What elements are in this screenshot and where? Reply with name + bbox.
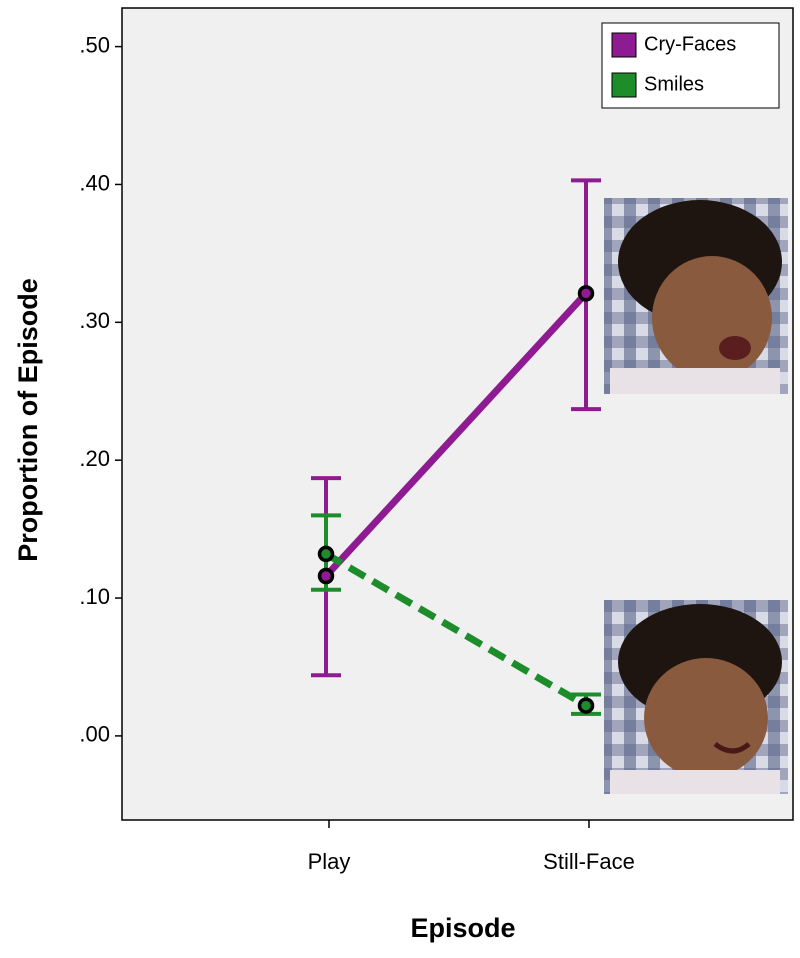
y-tick-label: .40 (79, 170, 110, 195)
photo-smile (604, 600, 788, 794)
point (317, 567, 335, 585)
y-tick-label: .10 (79, 584, 110, 609)
legend-swatch (611, 32, 637, 58)
y-tick-label: .30 (79, 308, 110, 333)
legend-swatch (611, 72, 637, 98)
y-tick-label: .00 (79, 722, 110, 747)
x-axis-label: Episode (410, 913, 515, 943)
y-tick-label: .50 (79, 32, 110, 57)
y-axis-label: Proportion of Episode (13, 278, 43, 562)
x-tick-label: Play (308, 849, 351, 874)
series-line (324, 550, 588, 709)
point (577, 697, 595, 714)
point (577, 285, 595, 302)
x-tick-label: Still-Face (543, 849, 635, 874)
legend-label: Smiles (644, 73, 704, 95)
legend-label: Cry-Faces (644, 33, 736, 55)
y-tick-label: .20 (79, 446, 110, 471)
series-line (323, 291, 589, 579)
photo-cry (604, 198, 788, 394)
point (317, 545, 335, 563)
